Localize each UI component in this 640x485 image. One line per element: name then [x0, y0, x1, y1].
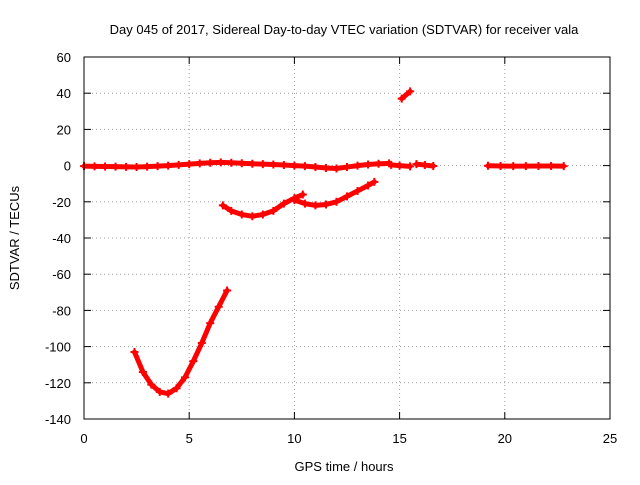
y-tick-label: -20 [52, 195, 71, 210]
y-tick-label: 0 [64, 159, 71, 174]
data-point [311, 163, 319, 171]
data-point [122, 163, 130, 171]
data-point [269, 161, 277, 169]
y-tick-label: -100 [45, 340, 71, 355]
data-point [217, 158, 225, 166]
y-tick-label: -80 [52, 303, 71, 318]
data-point [91, 162, 99, 170]
plot-frame [84, 57, 610, 419]
data-point [164, 162, 172, 170]
data-point [375, 160, 383, 168]
series-line [402, 91, 410, 98]
data-point [196, 159, 204, 167]
series-line [134, 290, 227, 393]
data-point [560, 162, 568, 170]
data-point [534, 162, 542, 170]
x-tick-label: 5 [186, 431, 193, 446]
data-point [497, 162, 505, 170]
y-tick-label: -40 [52, 231, 71, 246]
axes-layer: 0 5 10 15 20 25 -140 -120 -100 -80 -60 -40 -20 0 20 40 6… [45, 50, 617, 446]
y-tick-label: -60 [52, 267, 71, 282]
data-point [133, 163, 141, 171]
data-point [175, 161, 183, 169]
data-point [112, 163, 120, 171]
y-tick-label: 20 [57, 122, 71, 137]
data-point [248, 160, 256, 168]
y-tick-label: 40 [57, 86, 71, 101]
series-near-zero-d [484, 162, 568, 170]
x-tick-label: 10 [287, 431, 301, 446]
series-shallow-dip-a [219, 191, 307, 221]
data-point [101, 163, 109, 171]
y-axis-label: SDTVAR / TECUs [7, 185, 22, 290]
data-point [484, 162, 492, 170]
data-point [206, 159, 214, 167]
x-tick-label: 15 [392, 431, 406, 446]
data-point [547, 162, 555, 170]
x-axis-label: GPS time / hours [295, 459, 394, 474]
data-point [290, 162, 298, 170]
series-deep-dip [130, 286, 231, 397]
chart-title: Day 045 of 2017, Sidereal Day-to-day VTE… [110, 22, 579, 37]
y-tick-label: -120 [45, 376, 71, 391]
series-spike [398, 87, 414, 102]
series-near-zero-b [387, 161, 414, 170]
x-tick-label: 25 [603, 431, 617, 446]
data-point [509, 162, 517, 170]
x-tick-label: 20 [498, 431, 512, 446]
series-near-zero-a [80, 158, 393, 172]
data-point [301, 162, 309, 170]
data-point [522, 162, 530, 170]
data-point [143, 163, 151, 171]
grid-layer [84, 57, 610, 419]
y-tick-label: -140 [45, 412, 71, 427]
data-point [280, 161, 288, 169]
data-point [154, 162, 162, 170]
data-point [259, 160, 267, 168]
series-near-zero-c [412, 160, 437, 170]
y-tick-label: 60 [57, 50, 71, 65]
x-tick-label: 0 [80, 431, 87, 446]
data-point [396, 162, 404, 170]
data-layer [80, 87, 568, 397]
data-point [185, 160, 193, 168]
